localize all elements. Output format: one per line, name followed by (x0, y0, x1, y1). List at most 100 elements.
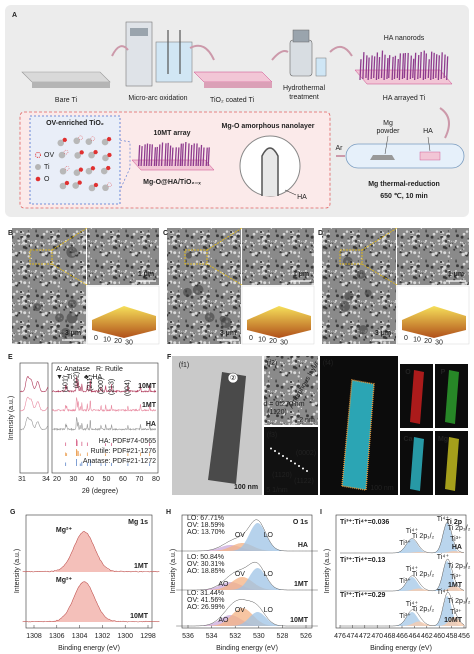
label: 2 nm (299, 417, 315, 424)
peak-label: (004) (124, 380, 131, 396)
pore (343, 256, 353, 267)
rod (184, 141, 187, 167)
step-label: Bare Ti (55, 97, 78, 104)
pore (66, 312, 78, 324)
label: 1 μm (138, 271, 154, 278)
peak-label: Ti⁴⁺ (437, 554, 450, 561)
afm-tick: 20 (424, 338, 432, 345)
tick-label: 464 (409, 633, 421, 640)
tick-label: 460 (433, 633, 445, 640)
o-atom (107, 152, 112, 158)
ti-atom (88, 184, 96, 192)
reference-label: Anatase: PDF#21-1272 (83, 458, 156, 465)
rod (187, 143, 190, 167)
rod (437, 55, 440, 81)
zoom-line (119, 139, 131, 191)
rod (406, 52, 409, 81)
o-atom (79, 150, 84, 155)
panel-title: Ti 2p (446, 519, 462, 526)
peak-label: Ti 2p₁/₂ (412, 606, 435, 613)
zoom-box (29, 249, 53, 265)
label: OV-enriched TiO₂ (46, 120, 104, 127)
envelope (176, 561, 318, 591)
label: d = 0.270 nm (263, 401, 304, 408)
tick-label: 534 (206, 633, 218, 640)
pore (339, 301, 351, 312)
panel-label: A (12, 12, 17, 19)
tick-label: 472 (359, 633, 371, 640)
ov-peak (176, 608, 318, 626)
spectrum-line (22, 530, 160, 573)
ti-atom (73, 137, 81, 145)
peak-label: Ti³⁺ (450, 536, 462, 543)
map-label: Ca (404, 436, 413, 443)
rod (160, 142, 164, 167)
tick-label: 530 (253, 633, 265, 640)
sem-small (87, 228, 159, 285)
zoom-axes (19, 362, 49, 474)
rod (409, 55, 412, 80)
rod (199, 144, 203, 167)
panel-label: G (10, 509, 16, 516)
legend-label: O (44, 176, 50, 183)
sem-large (12, 228, 86, 344)
tick-label: 476 (334, 633, 346, 640)
sem-small (242, 228, 314, 285)
tick-label: 50 (103, 476, 111, 483)
lo-peak (176, 612, 318, 626)
rod (412, 58, 415, 79)
axis-label: Binding energy (eV) (370, 645, 432, 652)
ratio-label: Ti³⁺:Ti⁴⁺=0.036 (340, 519, 389, 526)
axis-label: Intensity (a.u.) (8, 396, 15, 440)
o-atom (63, 149, 69, 155)
step-label: HA arrayed Ti (383, 95, 426, 102)
label: 1 μm (448, 271, 464, 278)
axes (335, 514, 467, 629)
afm-tick: 30 (280, 339, 288, 346)
afm-tick: 30 (125, 339, 133, 346)
rod (205, 147, 208, 167)
afm-tick: 20 (114, 338, 122, 345)
fraction-label: AO: 26.99% (187, 604, 225, 611)
ratio-label: Ti³⁺:Ti⁴⁺=0.13 (340, 557, 386, 564)
peak-label: Ti³⁺ (450, 574, 462, 581)
peak-label: OV (235, 571, 245, 578)
zoom-line (361, 227, 398, 251)
peak-label: Ti 2p₁/₂ (412, 533, 435, 540)
mt-rods (137, 141, 210, 167)
rod (432, 52, 435, 80)
pore (60, 327, 71, 339)
ti-icon (35, 164, 41, 170)
rod (190, 144, 193, 167)
rod (435, 54, 438, 79)
peak-label: (101) (63, 376, 70, 392)
peak-label: Ti 2p₃/₂ (448, 598, 471, 605)
afm-surface (247, 306, 311, 338)
pore (220, 317, 232, 328)
o-atom (78, 167, 84, 172)
pointer (284, 189, 297, 196)
rod (143, 144, 146, 167)
pore (356, 269, 366, 279)
legend-label: OV (44, 152, 54, 159)
ti3-peak (340, 551, 464, 553)
autoclave (289, 39, 313, 77)
xrd-zoom-curve (20, 396, 48, 412)
rod (401, 53, 405, 80)
ti-atom (101, 138, 109, 146)
label: Mg²⁺ (56, 527, 72, 534)
tick-label: 526 (300, 633, 312, 640)
label: Mg-O amorphous nanolayer (222, 123, 315, 130)
xrd-zoom-curve (20, 376, 49, 393)
sample-label: 1MT (142, 402, 157, 409)
arrow (111, 45, 129, 57)
ov-icon (35, 152, 41, 158)
tick-label: 20 (53, 476, 61, 483)
pore (183, 287, 192, 297)
sem-large (167, 228, 241, 344)
o-atom (90, 165, 96, 171)
peak-label: AO (218, 581, 229, 588)
rod (386, 58, 389, 80)
peak-label: Ti 2p₃/₂ (448, 525, 471, 532)
label: 3 μm (220, 330, 236, 337)
